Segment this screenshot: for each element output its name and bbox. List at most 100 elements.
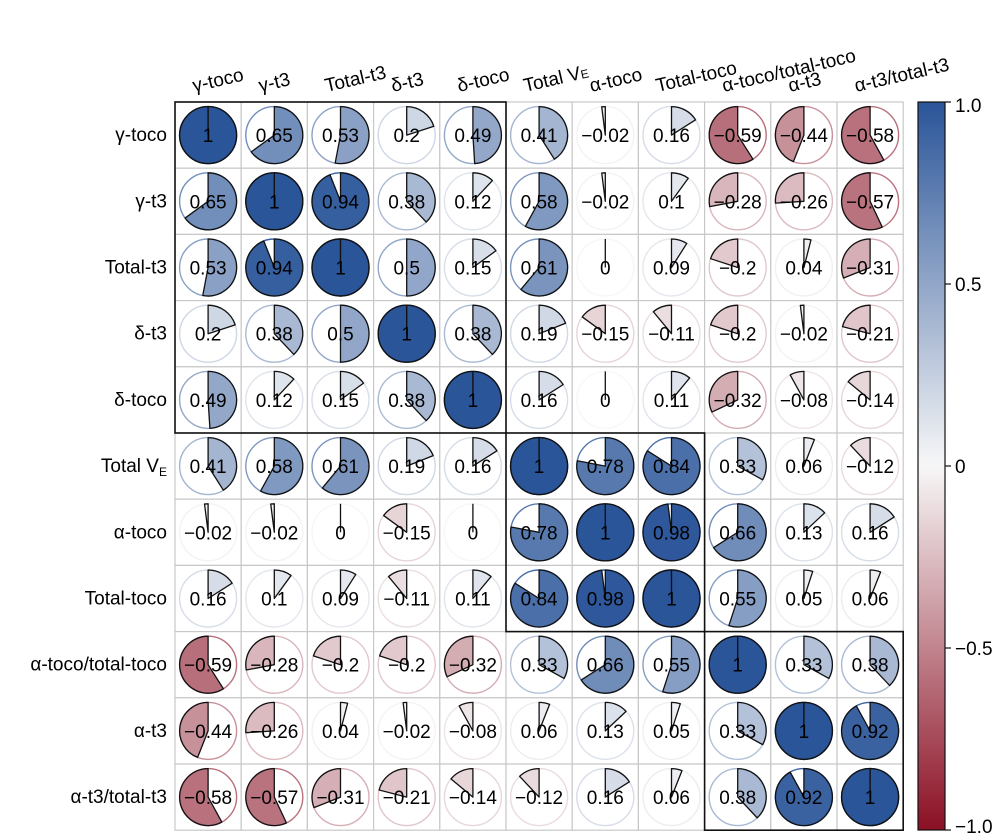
correlation-cell: 0.11 xyxy=(637,366,706,434)
correlation-cell: 0.41 xyxy=(174,432,242,500)
row-label: γ-t3 xyxy=(135,191,167,212)
row-label-text: Total-t3 xyxy=(105,258,167,279)
cell-value-label: −0.2 xyxy=(388,656,426,677)
cell-value-label: −0.11 xyxy=(383,590,430,611)
cell-value-label: 1 xyxy=(732,656,743,677)
correlation-cell: −0.58 xyxy=(174,763,242,831)
correlation-cell: −0.59 xyxy=(174,630,242,699)
pie-wedge xyxy=(518,767,540,798)
pie-wedge xyxy=(406,370,436,422)
colorbar: 1.0 0.5 0 −0.5 −1.0 xyxy=(917,96,993,835)
correlation-cell: 0.65 xyxy=(240,101,308,169)
correlation-cell: 1 xyxy=(770,697,838,765)
correlation-cell: 0.11 xyxy=(439,564,507,633)
cell-value-label: 0.05 xyxy=(785,590,822,611)
correlation-cell: 0.98 xyxy=(637,498,706,567)
cell-value-label: 0.33 xyxy=(785,656,822,677)
correlation-cell: 0.09 xyxy=(637,233,706,302)
cell-value-label: 1 xyxy=(799,722,810,743)
cell-value-label: −0.15 xyxy=(383,523,431,544)
cell-value-label: 0.84 xyxy=(653,457,690,478)
column-label: Total-t3 xyxy=(323,62,388,96)
pie-wedge xyxy=(472,304,502,356)
column-label: γ-toco xyxy=(191,65,246,97)
correlation-cell: 0.55 xyxy=(637,630,706,699)
cell-value-label: 1 xyxy=(203,126,214,147)
correlation-cell: −0.31 xyxy=(306,763,375,831)
correlation-cell: 0.2 xyxy=(373,101,441,169)
cell-value-label: −0.12 xyxy=(515,788,563,809)
pie-wedge xyxy=(670,172,689,202)
correlation-cell: 0.33 xyxy=(703,697,772,765)
correlation-cell: 0.16 xyxy=(439,432,507,500)
pie-wedge xyxy=(849,436,871,467)
cell-value-label: −0.59 xyxy=(184,656,232,677)
colorbar-tick-label: 1.0 xyxy=(955,96,981,117)
cell-value-label: −0.21 xyxy=(846,325,894,346)
cell-value-label: 0.98 xyxy=(653,523,690,544)
pie-wedge xyxy=(339,304,370,363)
pie-wedge xyxy=(334,105,370,165)
pie-wedge xyxy=(869,569,882,600)
correlation-cell: 0.61 xyxy=(306,432,375,500)
pie-wedge xyxy=(178,767,223,827)
pie-wedge xyxy=(406,172,436,223)
cell-value-label: 1 xyxy=(600,523,611,544)
cell-value-label: 0.12 xyxy=(256,391,293,412)
row-label-text: δ-t3 xyxy=(134,324,167,345)
cell-value-label: 0.19 xyxy=(521,325,558,346)
cell-value-label: 0.66 xyxy=(719,523,756,544)
cell-value-label: 0.1 xyxy=(261,590,287,611)
pie-wedge xyxy=(184,172,238,231)
pie-wedge xyxy=(737,701,767,746)
correlation-cell: 0.58 xyxy=(240,432,308,500)
cell-value-label: −0.2 xyxy=(719,325,757,346)
correlation-cell: −0.2 xyxy=(306,630,375,699)
correlation-cell: −0.57 xyxy=(240,763,308,831)
cell-value-label: 0.06 xyxy=(785,457,822,478)
cell-value-label: −0.08 xyxy=(449,722,497,743)
row-label: Total VE xyxy=(101,456,167,479)
correlation-cell: 1 xyxy=(505,432,573,500)
pie-wedge xyxy=(642,503,701,562)
pie-wedge xyxy=(458,701,474,732)
correlation-cell: −0.32 xyxy=(703,366,772,434)
pie-wedge xyxy=(538,701,551,732)
cell-value-label: −0.32 xyxy=(449,656,497,677)
cell-value-label: 1 xyxy=(401,325,412,346)
pie-wedge xyxy=(708,370,739,413)
correlation-cell: 0.12 xyxy=(439,167,507,235)
pie-wedge xyxy=(520,238,569,297)
pie-wedge xyxy=(601,105,606,136)
row-label: δ-t3 xyxy=(134,324,167,345)
correlation-cell: 0.98 xyxy=(571,564,640,633)
cell-value-label: −0.12 xyxy=(846,457,894,478)
correlation-cell: −0.12 xyxy=(836,432,904,500)
pie-wedge xyxy=(869,503,895,533)
correlation-cell: 0 xyxy=(571,233,640,302)
cell-value-label: 1 xyxy=(534,457,545,478)
correlation-cell: −0.21 xyxy=(373,763,441,831)
pie-wedge xyxy=(709,304,739,335)
row-label-text: Total V xyxy=(101,456,159,477)
pie-wedge xyxy=(803,635,834,680)
cell-value-label: −0.02 xyxy=(383,722,431,743)
correlation-cell: 0.13 xyxy=(770,498,838,567)
correlation-cell: 0.33 xyxy=(505,630,573,699)
correlation-cell: 1 xyxy=(637,564,706,633)
correlation-cell: 0.16 xyxy=(174,564,242,633)
correlation-cell: −0.57 xyxy=(836,167,904,235)
cell-value-label: 1 xyxy=(865,788,876,809)
pie-wedge xyxy=(803,569,814,600)
correlation-cell: 0.16 xyxy=(505,366,573,434)
correlation-cell: 0.84 xyxy=(637,432,706,500)
column-label-text: γ-toco xyxy=(191,65,246,97)
cell-value-label: 0.92 xyxy=(852,722,889,743)
column-label: δ-toco xyxy=(455,65,511,97)
row-label-text: γ-toco xyxy=(115,125,167,146)
cluster-block xyxy=(505,432,706,633)
cell-value-label: 0.12 xyxy=(454,192,491,213)
pie-wedge xyxy=(708,172,739,208)
cell-value-label: 0.53 xyxy=(322,126,359,147)
row-label-text: α-t3/total-t3 xyxy=(70,787,167,808)
